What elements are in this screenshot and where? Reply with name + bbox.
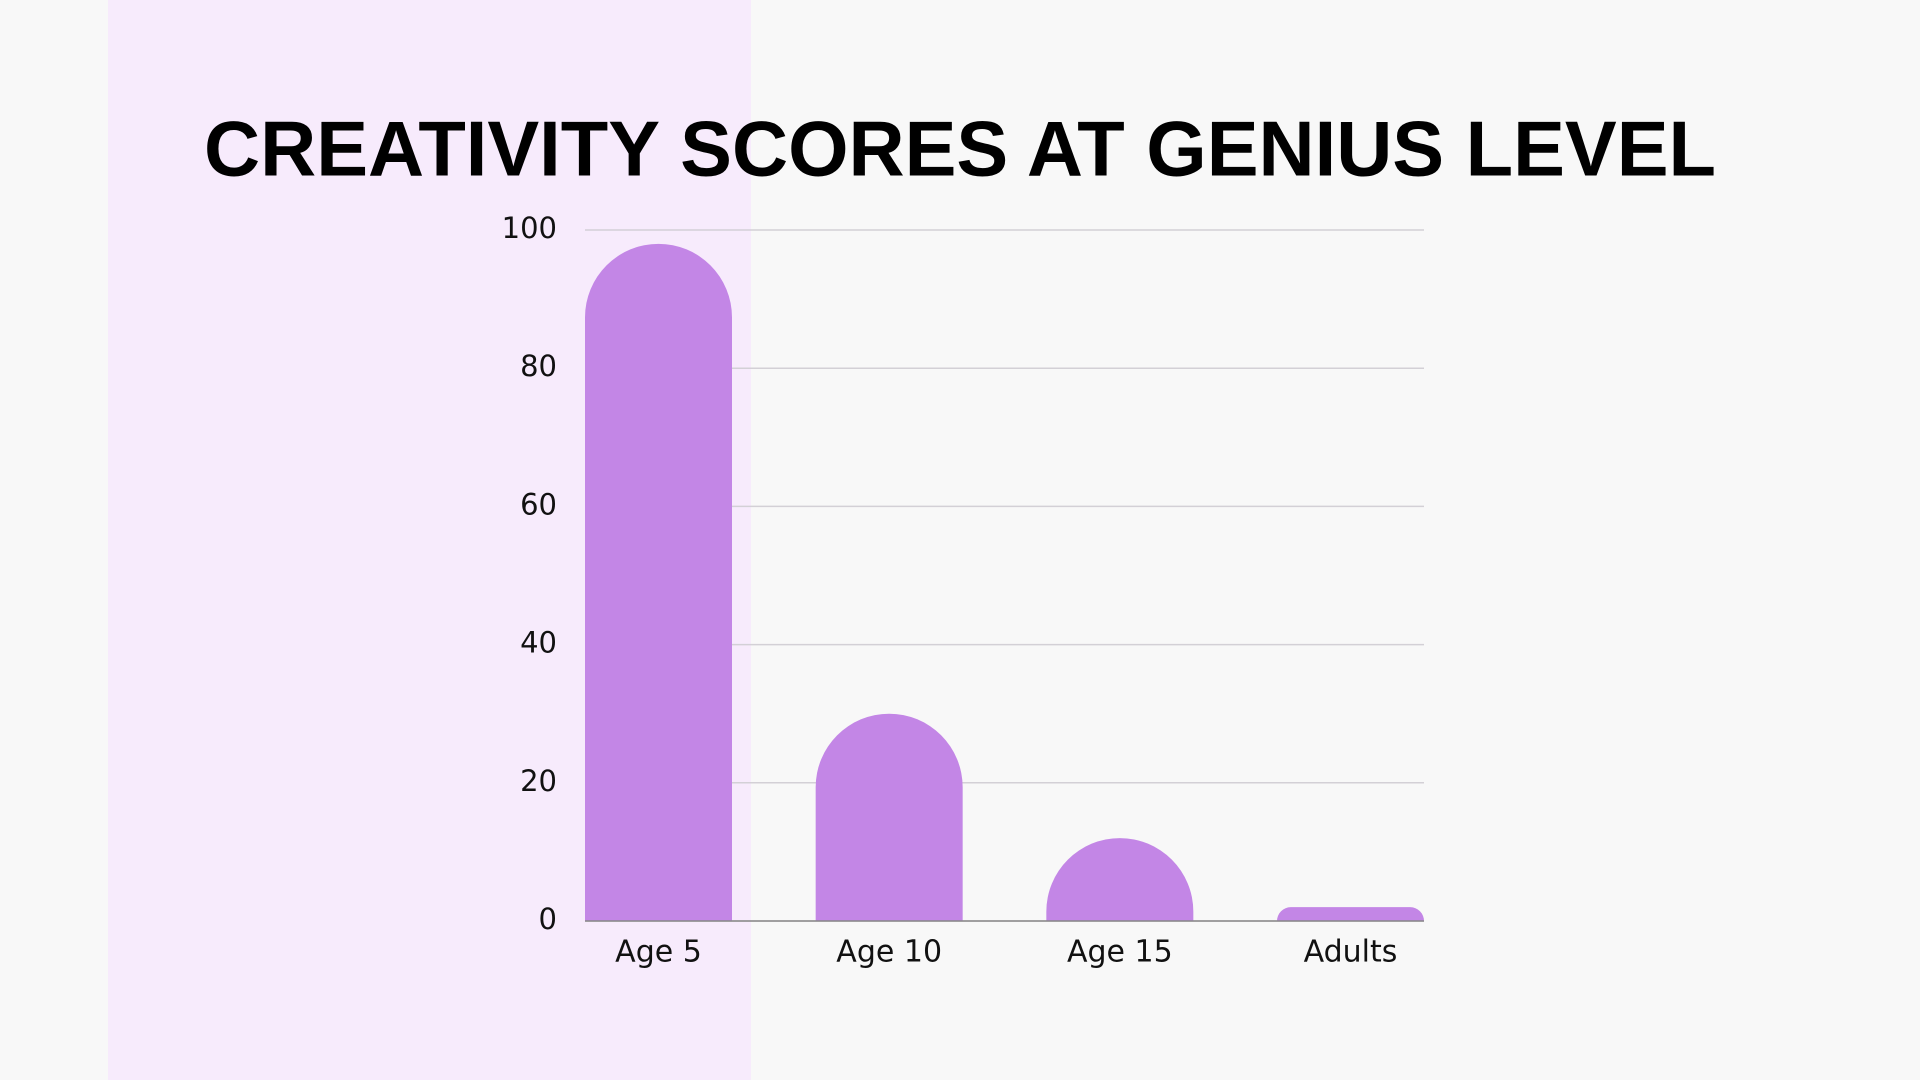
- bar: [1046, 838, 1194, 921]
- bar: [1277, 907, 1424, 921]
- y-tick-label: 0: [539, 902, 557, 936]
- y-tick-label: 80: [520, 349, 557, 383]
- chart-title: CREATIVITY SCORES AT GENIUS LEVEL: [204, 105, 1716, 193]
- x-tick-label: Age 5: [615, 935, 702, 970]
- bar: [585, 243, 732, 921]
- bar: [815, 713, 963, 921]
- y-tick-label: 60: [520, 487, 557, 521]
- x-tick-label: Adults: [1304, 935, 1398, 970]
- y-tick-label: 100: [502, 211, 557, 245]
- x-tick-label: Age 15: [1067, 935, 1173, 970]
- y-tick-label: 20: [520, 764, 557, 798]
- x-tick-label: Age 10: [836, 935, 942, 970]
- y-tick-label: 40: [520, 626, 557, 660]
